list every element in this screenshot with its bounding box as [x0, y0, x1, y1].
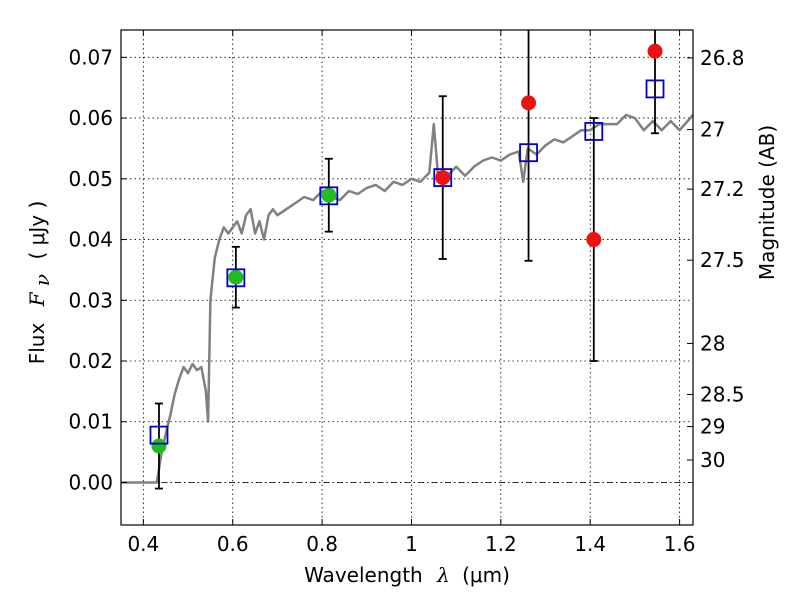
x-axis-title-units: (μm) [462, 563, 510, 587]
magnitude-tick-label: 28 [700, 331, 725, 355]
x-axis-title-prefix: Wavelength [304, 563, 423, 587]
magnitude-tick-label: 27.5 [700, 248, 745, 272]
y-tick-label: 0.02 [68, 349, 113, 373]
red-data-point [647, 43, 663, 59]
y-tick-label: 0.00 [68, 470, 113, 494]
y-tick-label: 0.01 [68, 410, 113, 434]
model-band-square [319, 186, 339, 206]
right-axis-title: Magnitude (AB) [755, 125, 779, 280]
x-tick-label: 1.4 [574, 532, 606, 556]
x-axis-title-symbol: λ [436, 563, 450, 587]
x-tick-label: 0.4 [127, 532, 159, 556]
model-spectrum [121, 113, 694, 484]
y-axis-title-prefix: Flux [25, 323, 49, 365]
y-axis-title-subscript: ν [30, 274, 54, 286]
magnitude-tick-label: 27.2 [700, 177, 745, 201]
magnitude-tick-label: 26.8 [700, 46, 745, 70]
y-tick-label: 0.05 [68, 167, 113, 191]
model-spectrum-line [121, 113, 694, 484]
y-axis-title: Flux F ν ( μJy ) [25, 201, 54, 365]
magnitude-tick-label: 27 [700, 118, 725, 142]
magnitude-tick-label: 28.5 [700, 382, 745, 406]
magnitude-tick-label: 29 [700, 415, 725, 439]
model-band-square [584, 122, 604, 141]
data-markers [149, 43, 665, 454]
model-band-square [645, 79, 665, 99]
green-data-point [228, 269, 244, 285]
grid [121, 30, 693, 525]
y-tick-label: 0.06 [68, 106, 113, 130]
green-data-point [321, 187, 337, 203]
x-tick-label: 1.2 [485, 532, 517, 556]
y-tick-label: 0.04 [68, 228, 113, 252]
model-band-square [149, 425, 169, 445]
y-axis-title-units: ( μJy ) [25, 201, 49, 260]
red-data-point [435, 170, 451, 186]
magnitude-tick-label: 30 [700, 448, 725, 472]
model-band-square [433, 168, 453, 187]
plot-frame [120, 29, 694, 526]
y-tick-label: 0.07 [68, 45, 113, 69]
x-tick-label: 1.6 [664, 532, 696, 556]
green-data-point [151, 438, 167, 454]
model-band-square [226, 268, 246, 288]
y-axis-title-symbol: F [25, 291, 49, 307]
axis-ticks: 0.4 0.6 0.8 1 1.2 1.4 1.6 0.00 0.01 0.02 0.03 0.04 0… [68, 30, 745, 556]
model-band-square [519, 143, 538, 163]
red-data-point [521, 95, 537, 111]
x-tick-label: 0.8 [306, 532, 338, 556]
x-axis-title: Wavelength λ (μm) [304, 563, 510, 587]
red-data-point [586, 232, 602, 248]
x-tick-label: 1 [405, 532, 418, 556]
x-tick-label: 0.6 [217, 532, 249, 556]
y-tick-label: 0.03 [68, 288, 113, 312]
